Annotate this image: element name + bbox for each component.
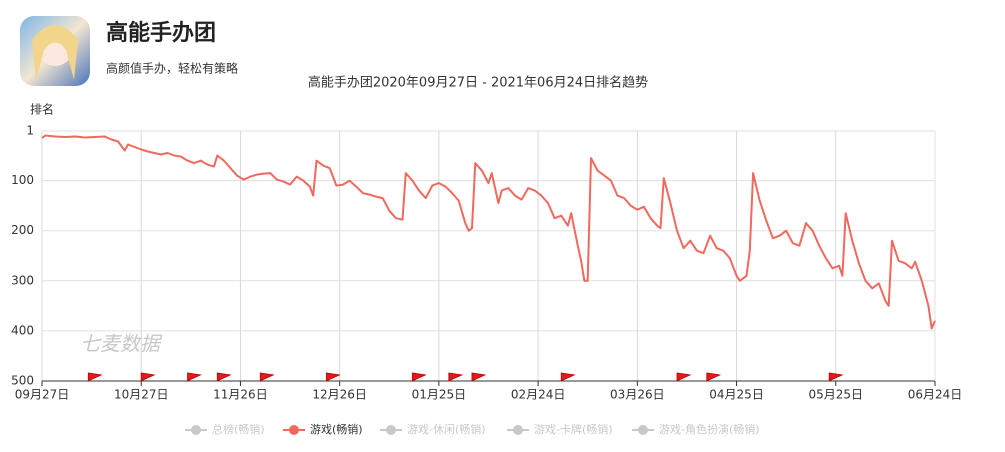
event-flag[interactable] xyxy=(326,372,341,382)
y-tick-label: 100 xyxy=(11,173,34,187)
legend-swatch[interactable] xyxy=(191,425,201,435)
event-flag[interactable] xyxy=(560,372,576,382)
x-tick-label: 09月27日 xyxy=(15,388,70,402)
x-tick-label: 05月25日 xyxy=(809,388,864,402)
x-tick-label: 01月25日 xyxy=(412,388,467,402)
event-flag[interactable] xyxy=(259,372,275,382)
event-flag[interactable] xyxy=(87,372,103,382)
y-tick-label: 200 xyxy=(11,223,34,237)
legend-label[interactable]: 游戏(畅销) xyxy=(310,422,363,436)
x-tick-label: 06月24日 xyxy=(908,388,963,402)
x-tick-label: 02月24日 xyxy=(511,388,566,402)
y-tick-label: 500 xyxy=(11,374,34,388)
y-axis-label: 排名 xyxy=(30,102,54,117)
event-flag[interactable] xyxy=(140,372,156,382)
event-flag[interactable] xyxy=(448,372,464,382)
legend-swatch[interactable] xyxy=(513,425,523,435)
watermark: 七麦数据 xyxy=(80,332,163,356)
legend-swatch[interactable] xyxy=(638,425,648,435)
x-tick-label: 10月27日 xyxy=(114,388,169,402)
event-flag[interactable] xyxy=(187,372,202,382)
x-tick-label: 04月25日 xyxy=(709,388,764,402)
chart-title: 高能手办团2020年09月27日 - 2021年06月24日排名趋势 xyxy=(308,75,648,91)
event-flag[interactable] xyxy=(216,372,232,382)
y-tick-label: 1 xyxy=(26,124,34,138)
y-tick-label: 300 xyxy=(11,273,34,287)
event-flag[interactable] xyxy=(828,372,844,382)
rank-line xyxy=(41,134,936,330)
legend-label[interactable]: 游戏-休闲(畅销) xyxy=(407,422,486,436)
event-flag[interactable] xyxy=(676,372,692,382)
app-subtitle: 高颜值手办，轻松有策略 xyxy=(106,61,238,76)
legend-swatch[interactable] xyxy=(289,425,299,435)
legend-label[interactable]: 游戏-角色扮演(畅销) xyxy=(659,422,760,436)
event-flag[interactable] xyxy=(412,372,427,382)
x-tick-label: 12月26日 xyxy=(312,388,367,402)
y-tick-label: 400 xyxy=(11,323,34,337)
x-tick-label: 11月26日 xyxy=(213,388,268,402)
legend-label[interactable]: 总榜(畅销) xyxy=(212,422,265,436)
x-tick-label: 03月26日 xyxy=(610,388,665,402)
event-flag[interactable] xyxy=(706,372,722,382)
legend-swatch[interactable] xyxy=(386,425,396,435)
legend-label[interactable]: 游戏-卡牌(畅销) xyxy=(534,422,613,436)
event-flag[interactable] xyxy=(471,372,487,382)
app-icon-hair xyxy=(32,25,78,80)
app-name: 高能手办团 xyxy=(106,20,216,46)
